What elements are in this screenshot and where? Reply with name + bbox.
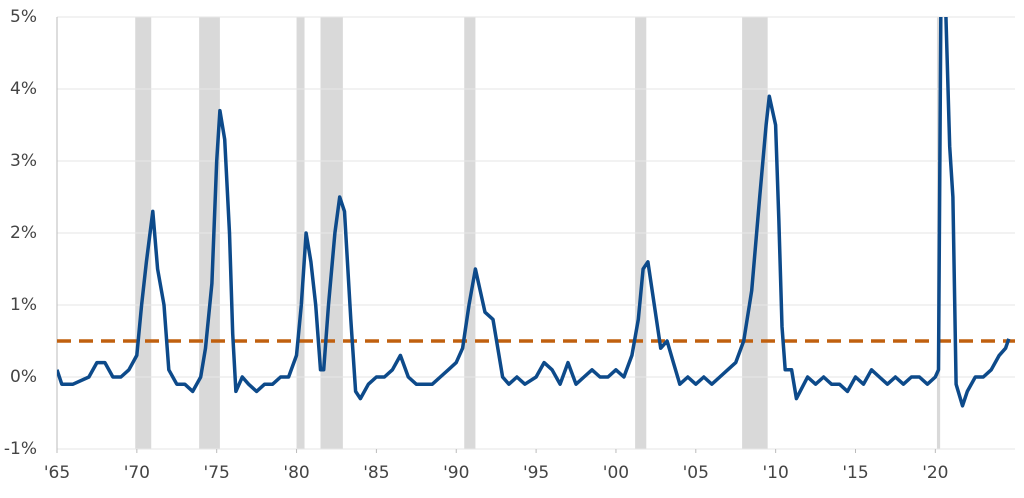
y-tick-label: 1% xyxy=(10,295,37,315)
y-tick-label: 5% xyxy=(10,7,37,27)
x-tick-label: '10 xyxy=(762,463,788,483)
x-tick-label: '20 xyxy=(922,463,948,483)
y-tick-label: 0% xyxy=(10,367,37,387)
x-tick-label: '70 xyxy=(124,463,150,483)
x-tick-label: '95 xyxy=(523,463,549,483)
series-line xyxy=(57,17,1011,408)
y-tick-label: 3% xyxy=(10,151,37,171)
x-tick-label: '85 xyxy=(363,463,389,483)
x-tick-label: '00 xyxy=(603,463,629,483)
x-tick-label: '05 xyxy=(683,463,709,483)
x-tick-label: '65 xyxy=(44,463,70,483)
x-tick-label: '75 xyxy=(204,463,230,483)
x-tick-label: '80 xyxy=(283,463,309,483)
y-tick-label: 4% xyxy=(10,79,37,99)
y-tick-label: 2% xyxy=(10,223,37,243)
y-tick-label: -1% xyxy=(4,439,37,459)
x-tick-label: '15 xyxy=(842,463,868,483)
x-tick-label: '90 xyxy=(443,463,469,483)
